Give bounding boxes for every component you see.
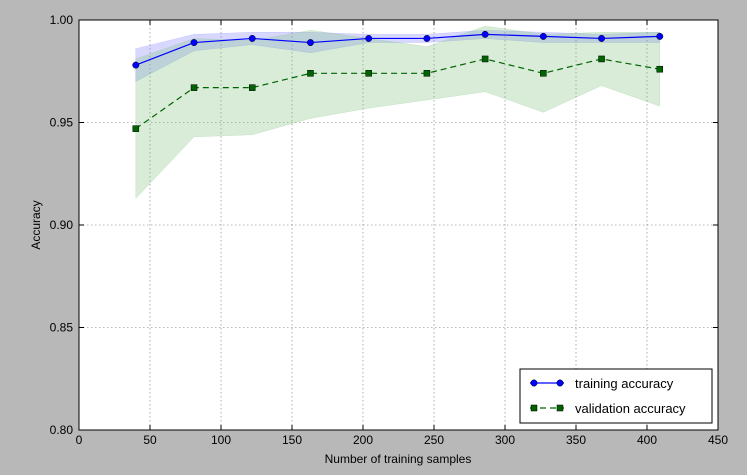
legend-marker <box>530 379 538 387</box>
data-point <box>423 70 431 77</box>
series-line-1 <box>135 58 660 130</box>
y-tick-label: 0.80 <box>50 423 74 437</box>
data-point <box>598 35 606 42</box>
x-axis-label: Number of training samples <box>325 452 472 466</box>
data-point <box>365 35 373 42</box>
y-tick-label: 1.00 <box>50 13 74 27</box>
x-tick-label: 250 <box>424 433 444 447</box>
data-point <box>598 55 605 63</box>
series-lines <box>135 33 660 130</box>
legend-label: training accuracy <box>575 376 674 391</box>
y-axis-label: Accuracy <box>29 200 43 249</box>
series-line-0 <box>135 33 660 66</box>
data-point <box>423 35 431 42</box>
x-tick-label: 450 <box>708 433 728 447</box>
x-tick-labels: 0 50 100 150 200 250 300 350 400 450 <box>76 433 729 447</box>
data-point <box>539 32 547 40</box>
data-point <box>307 70 314 77</box>
data-point <box>656 32 664 40</box>
data-point <box>481 55 489 63</box>
data-point <box>307 39 314 46</box>
data-point <box>132 125 140 132</box>
axis-ticks <box>78 19 719 431</box>
data-point <box>190 84 198 91</box>
x-tick-label: 200 <box>353 433 373 447</box>
data-point <box>248 84 256 91</box>
x-tick-label: 100 <box>211 433 231 447</box>
x-tick-label: 50 <box>143 433 157 447</box>
legend-marker <box>556 379 564 387</box>
data-point <box>365 70 372 77</box>
x-tick-label: 300 <box>495 433 515 447</box>
x-tick-label: 400 <box>637 433 657 447</box>
legend: training accuracy validation accuracy <box>519 368 713 424</box>
legend-marker <box>530 404 538 412</box>
data-point <box>481 30 489 38</box>
data-point <box>656 65 664 73</box>
legend-box <box>519 368 713 424</box>
y-tick-label: 0.90 <box>50 218 74 232</box>
x-tick-label: 0 <box>76 433 83 447</box>
x-tick-label: 150 <box>282 433 302 447</box>
y-tick-label: 0.95 <box>50 116 74 130</box>
data-point <box>540 70 547 77</box>
data-point <box>190 39 198 46</box>
data-point <box>132 61 140 69</box>
data-point <box>248 35 256 42</box>
confidence-band-0 <box>135 29 661 82</box>
y-tick-labels: 0.80 0.85 0.90 0.95 1.00 <box>50 13 74 437</box>
legend-label: validation accuracy <box>575 401 686 416</box>
y-tick-label: 0.85 <box>50 321 74 335</box>
x-tick-label: 350 <box>566 433 586 447</box>
legend-marker <box>556 404 564 412</box>
series-markers <box>132 30 664 132</box>
